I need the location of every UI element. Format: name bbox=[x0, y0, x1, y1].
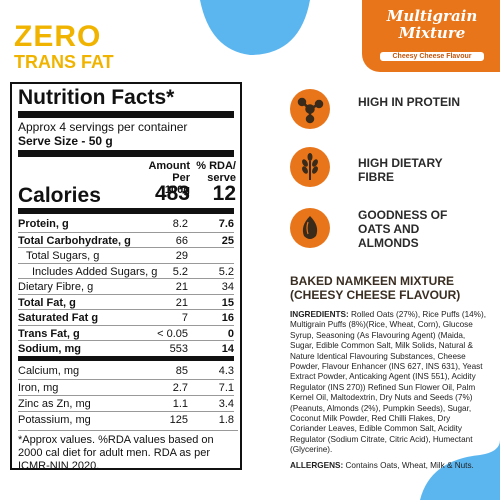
nutrient-row: Dietary Fibre, g 21 34 bbox=[18, 278, 234, 295]
nutrient-amount: 125 bbox=[169, 414, 188, 426]
nutrient-amount: 553 bbox=[169, 343, 188, 355]
nutrient-label: Iron, mg bbox=[18, 382, 59, 394]
nutrient-rda: 34 bbox=[221, 281, 234, 293]
nutrient-rda: 25 bbox=[221, 234, 234, 247]
nutrition-title: Nutrition Facts* bbox=[18, 86, 175, 109]
fibre-icon bbox=[290, 147, 330, 187]
feature-oats: GOODNESS OF OATS AND ALMONDS bbox=[358, 208, 448, 250]
nutrient-amount: 85 bbox=[175, 365, 188, 377]
nutrient-row: Total Fat, g 21 15 bbox=[18, 293, 234, 311]
nutrient-amount: 1.1 bbox=[172, 398, 188, 410]
nutrient-label: Total Fat, g bbox=[18, 296, 76, 309]
calories-label: Calories bbox=[18, 184, 101, 207]
calories-rda: 12 bbox=[212, 182, 236, 205]
nutrient-amount: 21 bbox=[175, 281, 188, 293]
nutrient-amount: 7 bbox=[181, 312, 188, 324]
nutrient-row: Trans Fat, g < 0.05 0 bbox=[18, 324, 234, 342]
nutrient-rda: 4.3 bbox=[218, 365, 234, 377]
nutrient-label: Calcium, mg bbox=[18, 365, 80, 377]
product-heading: BAKED NAMKEEN MIXTURE (CHEESY CHEESE FLA… bbox=[290, 274, 461, 302]
nutrient-amount: 8.2 bbox=[172, 218, 188, 230]
nutrient-row: Includes Added Sugars, g 5.2 5.2 bbox=[18, 262, 234, 280]
zero-label: ZERO bbox=[14, 20, 102, 53]
feature-fibre: HIGH DIETARY FIBRE bbox=[358, 156, 443, 184]
nutrient-label: Protein, g bbox=[18, 218, 69, 230]
nutrient-row: Zinc as Zn, mg 1.1 3.4 bbox=[18, 395, 234, 412]
nutrient-amount: 66 bbox=[175, 234, 188, 247]
trans-fat-label: TRANS FAT bbox=[14, 52, 114, 72]
nutrient-amount: < 0.05 bbox=[157, 327, 188, 340]
allergens-text: Contains Oats, Wheat, Milk & Nuts. bbox=[345, 461, 474, 470]
nutrient-amount: 29 bbox=[175, 250, 188, 262]
nutrient-label: Trans Fat, g bbox=[18, 327, 80, 340]
nutrient-label: Saturated Fat g bbox=[18, 312, 99, 324]
nutrition-panel: Nutrition Facts* Approx 4 servings per c… bbox=[10, 82, 242, 473]
nutrient-label: Total Carbohydrate, g bbox=[18, 234, 131, 247]
brand-name: Multigrain Mixture bbox=[386, 7, 478, 42]
divider bbox=[18, 111, 234, 118]
serving-size: Serve Size - 50 g bbox=[18, 134, 113, 148]
nutrient-rda: 3.4 bbox=[218, 398, 234, 410]
nutrient-rda: 7.6 bbox=[218, 218, 234, 230]
nutrient-rda: 5.2 bbox=[218, 265, 234, 278]
amount-header: Amount Per 100g bbox=[148, 160, 190, 196]
servings: Approx 4 servings per container bbox=[18, 120, 188, 134]
allergens: ALLERGENS: Contains Oats, Wheat, Milk & … bbox=[290, 461, 486, 471]
rda-header: % RDA/ serve bbox=[196, 160, 236, 184]
ingredients: INGREDIENTS: Rolled Oats (27%), Rice Puf… bbox=[290, 310, 486, 456]
nutrient-row: Protein, g 8.2 7.6 bbox=[18, 216, 234, 232]
nutrient-amount: 2.7 bbox=[172, 382, 188, 394]
nutrient-rda: 14 bbox=[221, 343, 234, 355]
divider bbox=[18, 150, 234, 157]
feature-protein: HIGH IN PROTEIN bbox=[358, 95, 461, 109]
nutrient-row: Total Carbohydrate, g 66 25 bbox=[18, 231, 234, 249]
nutrient-label: Dietary Fibre, g bbox=[18, 281, 94, 293]
nutrient-row: Saturated Fat g 7 16 bbox=[18, 309, 234, 326]
ingredients-label: INGREDIENTS: bbox=[290, 310, 349, 319]
nutrient-rda: 0 bbox=[227, 327, 234, 340]
nutrient-label: Sodium, mg bbox=[18, 343, 81, 355]
footnote: *Approx values. %RDA values based on 200… bbox=[18, 430, 238, 473]
protein-icon bbox=[290, 89, 330, 129]
ingredients-text: Rolled Oats (27%), Rice Puffs (14%), Mul… bbox=[290, 310, 486, 455]
nutrient-rda: 15 bbox=[221, 296, 234, 309]
brand-badge: Multigrain Mixture Cheesy Cheese Flavour bbox=[362, 0, 500, 72]
divider bbox=[18, 356, 234, 361]
nutrient-amount: 5.2 bbox=[172, 265, 188, 278]
nutrient-row: Iron, mg 2.7 7.1 bbox=[18, 379, 234, 396]
nutrient-amount: 21 bbox=[175, 296, 188, 309]
nutrient-row: Potassium, mg 125 1.8 bbox=[18, 411, 234, 428]
almond-icon bbox=[290, 208, 330, 248]
nutrient-row: Total Sugars, g 29 bbox=[18, 247, 234, 264]
nutrient-rda: 1.8 bbox=[218, 414, 234, 426]
divider bbox=[18, 208, 234, 214]
nutrient-label: Includes Added Sugars, g bbox=[32, 265, 158, 278]
nutrient-label: Total Sugars, g bbox=[26, 250, 100, 262]
nutrient-rda: 7.1 bbox=[218, 382, 234, 394]
nutrient-label: Potassium, mg bbox=[18, 414, 91, 426]
allergens-label: ALLERGENS: bbox=[290, 461, 344, 470]
brand-flavour: Cheesy Cheese Flavour bbox=[380, 52, 484, 61]
nutrient-row: Sodium, mg 553 14 bbox=[18, 340, 234, 357]
nutrient-label: Zinc as Zn, mg bbox=[18, 398, 91, 410]
nutrient-row: Calcium, mg 85 4.3 bbox=[18, 363, 234, 379]
nutrient-rda: 16 bbox=[221, 312, 234, 324]
calories-amount: 483 bbox=[154, 182, 190, 205]
